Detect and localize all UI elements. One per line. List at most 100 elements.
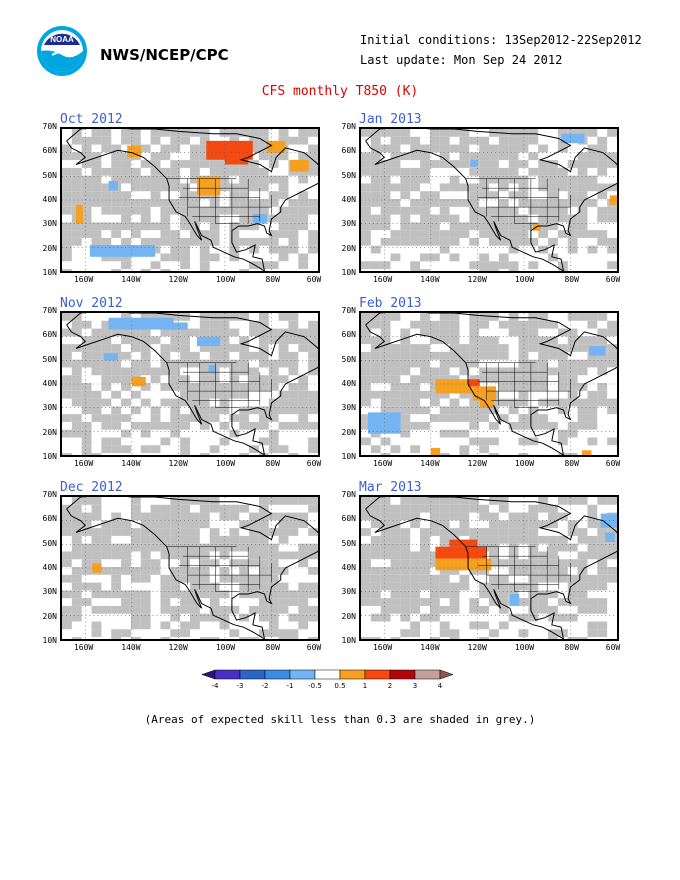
skill-cell bbox=[249, 551, 259, 560]
skill-cell bbox=[508, 613, 519, 622]
skill-cell bbox=[298, 375, 309, 384]
skill-cell bbox=[249, 421, 259, 430]
skill-cell bbox=[420, 313, 430, 321]
skill-cell bbox=[498, 253, 509, 262]
skill-cell bbox=[380, 390, 391, 399]
skill-cell bbox=[469, 261, 480, 270]
lat-label: 10N bbox=[341, 636, 356, 645]
panel-title: Mar 2013 bbox=[359, 480, 422, 495]
skill-cell bbox=[420, 230, 430, 238]
skill-cell bbox=[390, 199, 401, 207]
skill-cell bbox=[557, 512, 568, 521]
skill-cell bbox=[577, 230, 588, 238]
skill-cell bbox=[410, 520, 421, 529]
skill-cell bbox=[479, 160, 489, 168]
coastline bbox=[365, 497, 617, 639]
skill-cell bbox=[400, 328, 411, 337]
skill-cell bbox=[577, 313, 588, 321]
skill-cell bbox=[597, 559, 608, 568]
skill-cell bbox=[170, 512, 181, 521]
skill-cell bbox=[577, 598, 588, 606]
skill-cell bbox=[219, 160, 230, 168]
skill-cell bbox=[548, 567, 558, 575]
skill-cell bbox=[229, 237, 240, 246]
skill-cell bbox=[111, 406, 122, 415]
skill-cell bbox=[587, 414, 598, 422]
skill-cell bbox=[268, 613, 279, 622]
skill-cell bbox=[180, 453, 190, 455]
skill-cell bbox=[298, 199, 309, 207]
skill-cell bbox=[71, 512, 82, 521]
skill-cell bbox=[199, 421, 210, 430]
skill-cell bbox=[410, 136, 421, 145]
skill-cell bbox=[111, 414, 122, 422]
skill-cell bbox=[308, 582, 318, 591]
lat-label: 50N bbox=[42, 354, 57, 364]
skill-cell bbox=[597, 605, 608, 614]
skill-cell bbox=[380, 175, 391, 184]
skill-cell bbox=[489, 152, 499, 161]
skill-cell bbox=[170, 535, 181, 544]
skill-cell bbox=[180, 520, 190, 529]
skill-cell bbox=[91, 199, 102, 207]
skill-cell bbox=[548, 535, 558, 544]
skill-cell bbox=[229, 629, 240, 638]
skill-cell bbox=[229, 383, 240, 391]
skill-cell bbox=[288, 167, 299, 176]
skill-cell bbox=[150, 504, 161, 513]
anomaly-cell bbox=[89, 244, 156, 257]
skill-cell bbox=[508, 237, 519, 246]
skill-cell bbox=[180, 535, 190, 544]
skill-cell bbox=[219, 351, 230, 360]
skill-cell bbox=[410, 344, 421, 352]
skill-cell bbox=[508, 512, 519, 521]
skill-cell bbox=[249, 512, 259, 521]
skill-cell bbox=[400, 574, 411, 583]
skill-cell bbox=[180, 445, 190, 454]
skill-cell bbox=[577, 398, 588, 407]
skill-cell bbox=[390, 237, 401, 246]
skill-cell bbox=[597, 136, 608, 145]
skill-cell bbox=[199, 398, 210, 407]
skill-cell bbox=[390, 520, 401, 529]
skill-cell bbox=[199, 136, 210, 145]
colorbar-label: 4 bbox=[438, 682, 443, 690]
skill-cell bbox=[258, 129, 269, 137]
skill-cell bbox=[190, 598, 200, 606]
logo-text: NOAA bbox=[50, 35, 74, 44]
skill-cell bbox=[81, 445, 92, 454]
skill-cell bbox=[548, 367, 558, 376]
skill-cell bbox=[528, 344, 539, 352]
skill-cell bbox=[229, 605, 240, 614]
skill-cell bbox=[101, 328, 112, 337]
skill-cell bbox=[150, 535, 161, 544]
skill-cell bbox=[528, 152, 539, 161]
skill-cell bbox=[587, 520, 598, 529]
skill-cell bbox=[528, 136, 539, 145]
skill-cell bbox=[380, 504, 391, 513]
skill-cell bbox=[258, 206, 269, 215]
skill-cell bbox=[249, 574, 259, 583]
skill-cell bbox=[400, 390, 411, 399]
skill-cell bbox=[439, 237, 450, 246]
skill-cell bbox=[130, 359, 141, 368]
skill-cell bbox=[370, 245, 381, 254]
skill-cell bbox=[607, 406, 617, 415]
skill-cell bbox=[469, 183, 480, 192]
skill-cell bbox=[219, 512, 230, 521]
lon-label: 60W bbox=[306, 643, 322, 652]
skill-cell bbox=[439, 375, 450, 384]
skill-cell bbox=[249, 160, 259, 168]
skill-cell bbox=[557, 206, 568, 215]
skill-cell bbox=[607, 344, 617, 352]
skill-cell bbox=[400, 590, 411, 599]
lon-label: 140W bbox=[420, 459, 440, 468]
skill-cell bbox=[538, 183, 549, 192]
skill-cell bbox=[449, 175, 460, 184]
skill-cell bbox=[607, 261, 617, 270]
skill-cell bbox=[567, 129, 578, 137]
skill-cell bbox=[229, 199, 240, 207]
lat-label: 40N bbox=[42, 379, 57, 388]
skill-cell bbox=[111, 437, 122, 446]
skill-cell bbox=[577, 574, 588, 583]
